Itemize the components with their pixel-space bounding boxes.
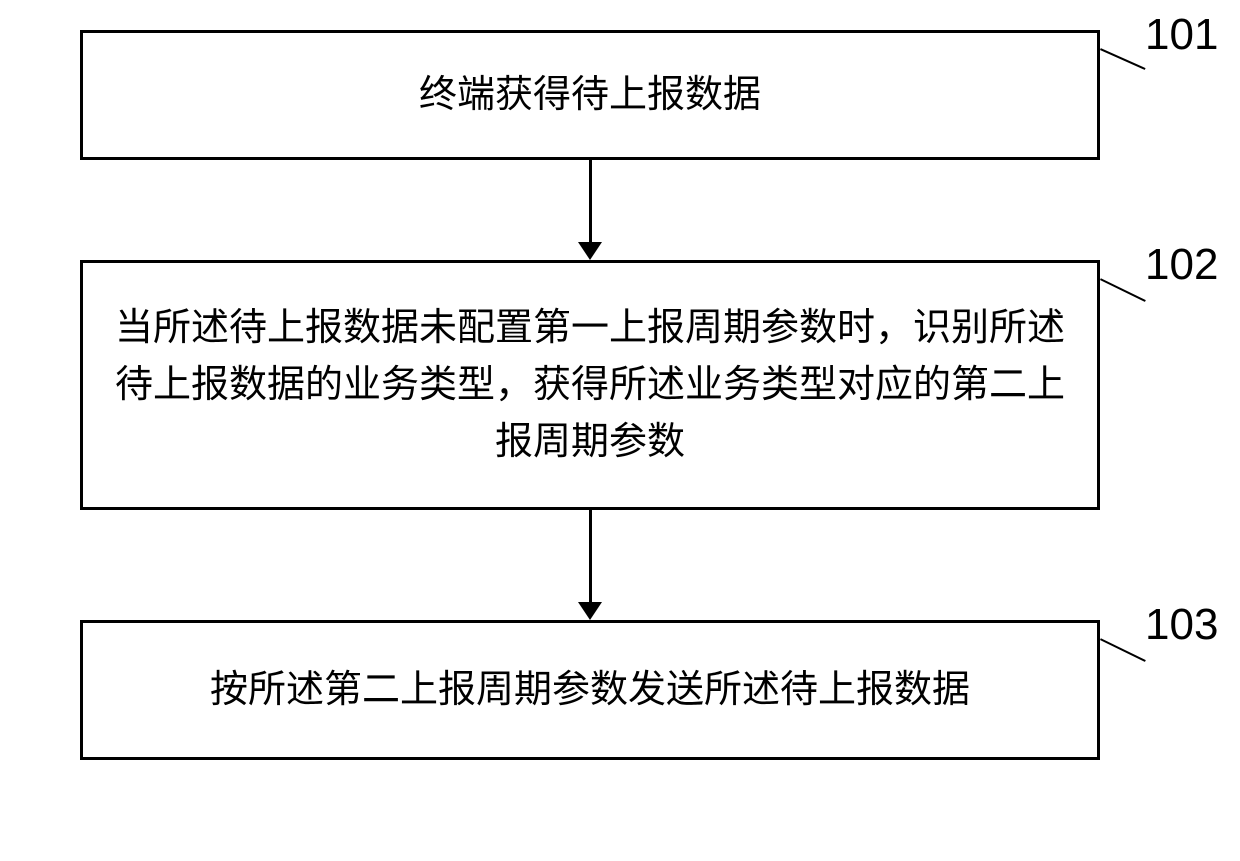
flow-box-101-text: 终端获得待上报数据 <box>419 67 761 124</box>
label-103: 103 <box>1145 600 1218 650</box>
flow-box-102-text: 当所述待上报数据未配置第一上报周期参数时，识别所述待上报数据的业务类型，获得所述… <box>113 300 1067 471</box>
arrow-head-1-2 <box>578 242 602 260</box>
connector-1-2 <box>589 160 592 245</box>
label-leader-103 <box>1100 638 1146 662</box>
flow-box-101: 终端获得待上报数据 <box>80 30 1100 160</box>
label-leader-102 <box>1100 278 1146 302</box>
connector-2-3 <box>589 510 592 605</box>
flow-box-103-text: 按所述第二上报周期参数发送所述待上报数据 <box>210 662 970 719</box>
flow-box-103: 按所述第二上报周期参数发送所述待上报数据 <box>80 620 1100 760</box>
flow-box-102: 当所述待上报数据未配置第一上报周期参数时，识别所述待上报数据的业务类型，获得所述… <box>80 260 1100 510</box>
label-leader-101 <box>1100 48 1146 70</box>
label-102: 102 <box>1145 240 1218 290</box>
arrow-head-2-3 <box>578 602 602 620</box>
label-101: 101 <box>1145 10 1218 60</box>
